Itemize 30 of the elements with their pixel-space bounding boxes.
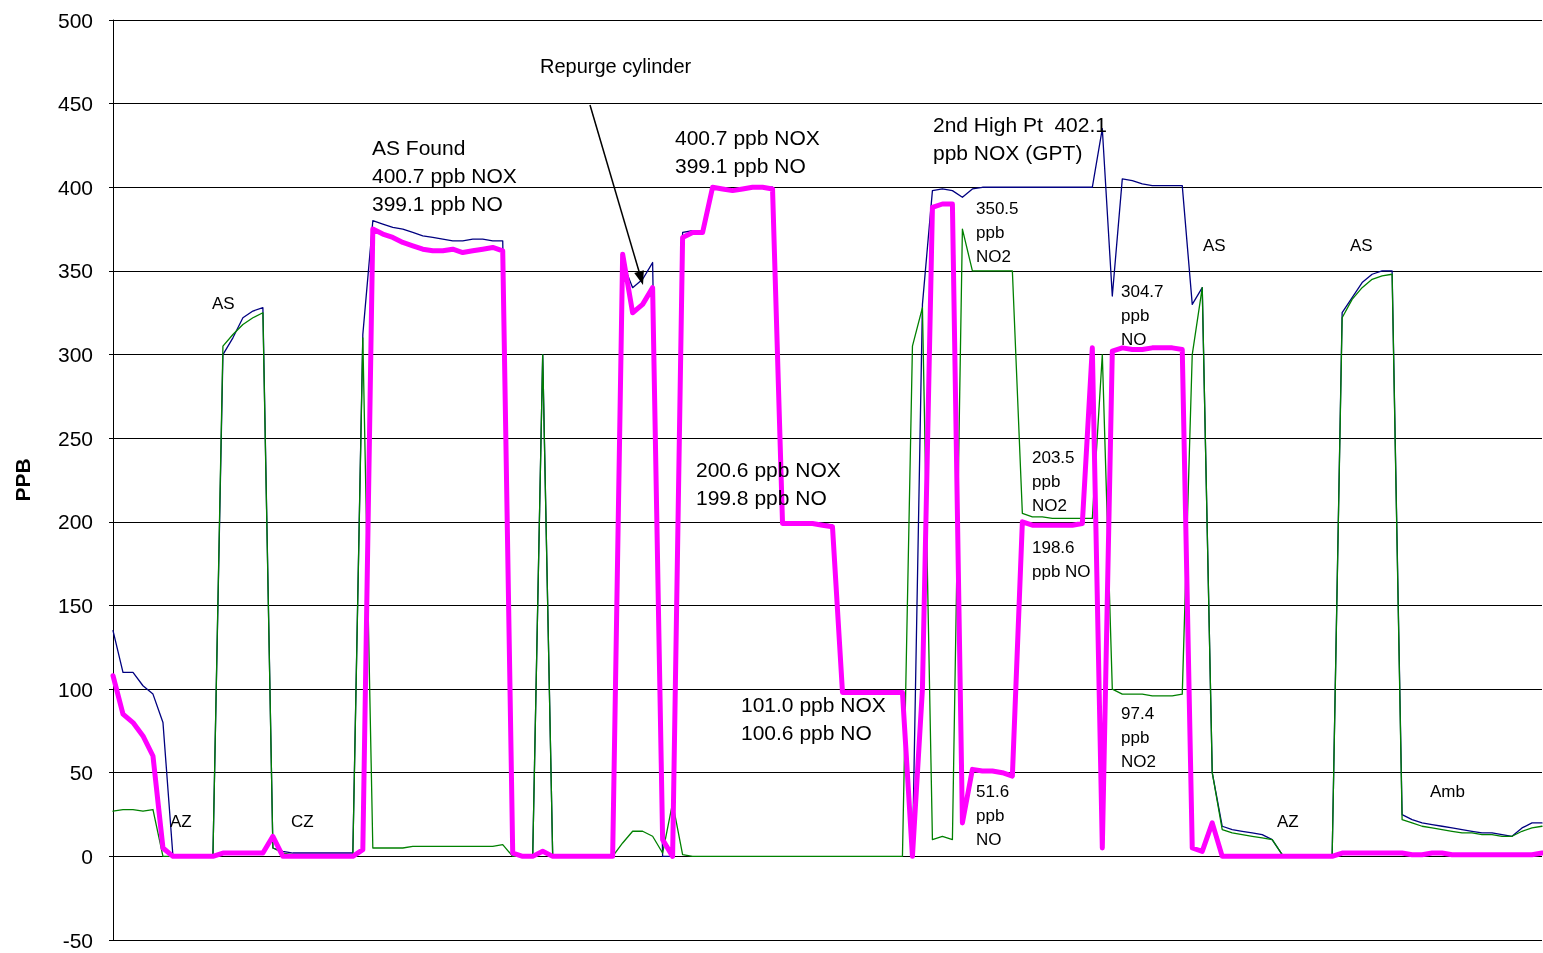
y-tick-label: 250 (57, 426, 93, 450)
y-tick-label: 450 (57, 92, 93, 116)
annotation: 97.4 ppb NO2 (1121, 703, 1156, 771)
y-tick-label: 200 (57, 510, 93, 534)
y-tick-label: 100 (57, 677, 93, 701)
y-tick-label: 50 (69, 761, 93, 785)
y-tick-label: 150 (57, 593, 93, 617)
y-axis-title: PPB (11, 458, 34, 502)
y-tick-label: 400 (57, 175, 93, 199)
annotation: AS (1203, 235, 1226, 255)
annotation: 51.6 ppb NO (976, 781, 1010, 849)
annotation: CZ (291, 811, 314, 831)
annotation: 2nd High Pt 402.1 ppb NOX (GPT) (933, 112, 1107, 164)
annotation: AS (212, 293, 235, 313)
annotation: 203.5 ppb NO2 (1032, 447, 1075, 515)
y-tick-label: 0 (81, 844, 93, 868)
annotation: 350.5 ppb NO2 (976, 198, 1019, 266)
annotation: 198.6 ppb NO (1032, 537, 1091, 581)
annotation: Amb (1430, 781, 1465, 801)
annotation: Repurge cylinder (540, 55, 692, 77)
y-tick-label: -50 (62, 928, 93, 952)
annotation: AZ (1277, 811, 1299, 831)
annotation: AS (1350, 235, 1373, 255)
annotation: 101.0 ppb NOX 100.6 ppb NO (741, 692, 886, 744)
annotation: 400.7 ppb NOX 399.1 ppb NO (675, 125, 820, 177)
annotation: 304.7 ppb NO (1121, 281, 1164, 349)
y-tick-label: 500 (57, 8, 93, 32)
annotation: AS Found 400.7 ppb NOX 399.1 ppb NO (372, 135, 517, 215)
y-tick-label: 300 (57, 343, 93, 367)
y-tick-label: 350 (57, 259, 93, 283)
